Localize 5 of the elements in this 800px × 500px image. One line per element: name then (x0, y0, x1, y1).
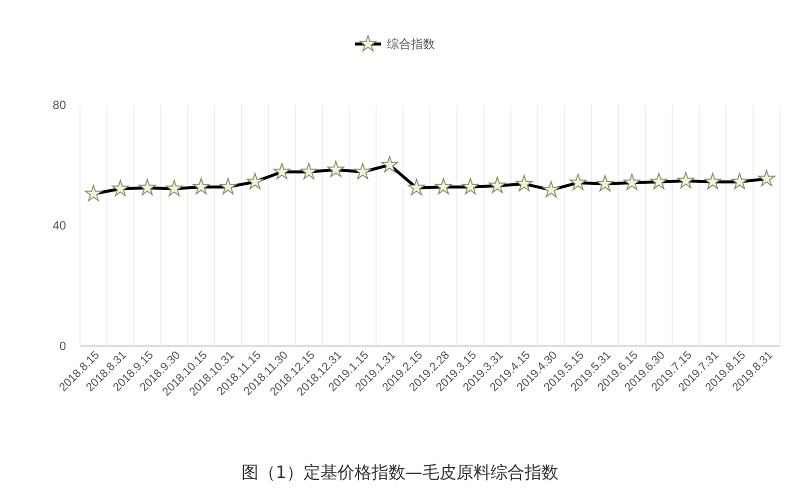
y-tick-label: 0 (59, 338, 66, 353)
text: 图（1）定基价格指数—毛皮原料综合指数 (242, 463, 558, 483)
y-tick-label: 40 (52, 218, 66, 232)
legend-label: 综合指数 (387, 37, 435, 52)
y-tick-label: 80 (52, 98, 66, 112)
